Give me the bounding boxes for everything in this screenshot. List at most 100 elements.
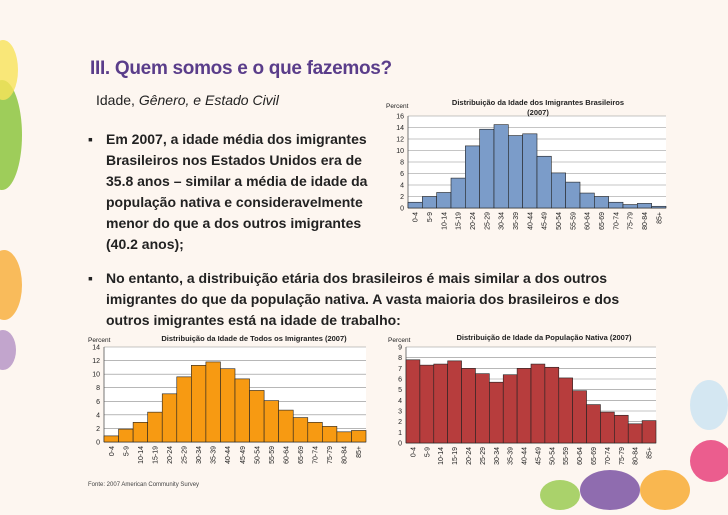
y-tick-label: 3 <box>398 409 402 416</box>
bar <box>249 390 265 443</box>
y-tick-label: 7 <box>398 366 402 373</box>
decoration-purple-corner <box>580 470 640 510</box>
subtitle-plain: Idade, <box>96 92 139 108</box>
x-tick-label: 15-19 <box>452 447 459 465</box>
chart-title-line2: (2007) <box>527 108 549 117</box>
chart-title: Distribuição da Idade de Todos os Imigra… <box>161 334 347 343</box>
bar <box>336 431 352 443</box>
y-tick-label: 2 <box>398 419 402 426</box>
bar <box>191 365 207 443</box>
x-tick-label: 80-84 <box>633 447 640 465</box>
x-tick-label: 5-9 <box>123 446 130 456</box>
x-tick-label: 75-79 <box>327 446 334 464</box>
x-tick-label: 40-44 <box>527 212 534 230</box>
y-tick-label: 14 <box>396 125 404 132</box>
bullet-text: Em 2007, a idade média dos imigrantes Br… <box>106 131 368 252</box>
x-tick-label: 50-54 <box>549 447 556 465</box>
bar <box>351 430 367 443</box>
y-tick-label: 5 <box>398 387 402 394</box>
x-tick-label: 85+ <box>656 212 663 224</box>
bar <box>118 428 134 443</box>
x-tick-label: 55-59 <box>269 446 276 464</box>
chart-native-population: 0 1 2 3 4 5 6 7 8 9 0-4 5-9 10-14 15-19 20-24 25-29 30-3… <box>388 333 657 465</box>
x-tick-label: 60-64 <box>283 446 290 464</box>
chart-title: Distribuição da Idade dos Imigrantes Bra… <box>452 98 624 107</box>
decoration-lightblue-blob <box>690 380 728 430</box>
bar <box>579 192 595 209</box>
x-tick-label: 70-74 <box>613 212 620 230</box>
x-tick-label: 20-24 <box>466 447 473 465</box>
bar <box>450 177 466 209</box>
bar <box>220 368 236 443</box>
y-tick-label: 12 <box>92 358 100 365</box>
y-tick-label: 2 <box>400 194 404 201</box>
bar <box>489 381 504 444</box>
bar <box>614 414 629 444</box>
bar <box>405 359 421 444</box>
x-tick-label: 15-19 <box>456 212 463 230</box>
x-tick-label: 65-69 <box>599 212 606 230</box>
y-tick-label: 0 <box>398 441 402 448</box>
bullet-marker: ▪ <box>88 131 93 147</box>
x-tick-label: 20-24 <box>470 212 477 230</box>
bar <box>536 155 552 209</box>
y-tick-label: 9 <box>398 345 402 352</box>
bar <box>641 420 657 444</box>
bar <box>161 393 178 443</box>
x-tick-label: 25-29 <box>484 212 491 230</box>
y-tick-label: 8 <box>96 385 100 392</box>
y-tick-label: 10 <box>396 148 404 155</box>
x-tick-label: 40-44 <box>225 446 232 464</box>
y-tick-label: 8 <box>398 355 402 362</box>
bar <box>407 201 423 209</box>
bar <box>461 368 476 444</box>
slide-title: III. Quem somos e o que fazemos? <box>90 58 392 79</box>
bar <box>586 404 601 444</box>
bar <box>530 363 546 444</box>
x-tick-label: 15-19 <box>152 446 159 464</box>
y-tick-label: 2 <box>96 426 100 433</box>
y-tick-label: 0 <box>96 440 100 447</box>
x-tick-label: 35-39 <box>508 447 515 465</box>
x-tick-label: 50-54 <box>254 446 261 464</box>
x-tick-label: 25-29 <box>182 446 189 464</box>
y-axis-label: Percent <box>88 337 111 344</box>
bullet-median-age: ▪ Em 2007, a idade média dos imigrantes … <box>88 129 386 255</box>
chart-title: Distribuição de Idade da População Nativ… <box>456 333 632 342</box>
y-tick-label: 12 <box>396 137 404 144</box>
x-tick-label: 75-79 <box>619 447 626 465</box>
x-tick-label: 80-84 <box>642 212 649 230</box>
source-note: Fonte: 2007 American Community Survey <box>88 482 200 488</box>
x-tick-label: 50-54 <box>556 212 563 230</box>
bar <box>263 400 279 443</box>
bar <box>572 390 587 444</box>
bar <box>436 192 452 209</box>
chart-brazilian-immigrants: 0 2 4 6 8 10 12 14 16 0-4 5-9 10-14 15-19 20-24 25-29 3… <box>386 98 667 230</box>
x-tick-label: 35-39 <box>211 446 218 464</box>
bar <box>651 205 667 209</box>
x-tick-label: 60-64 <box>585 212 592 230</box>
x-tick-label: 60-64 <box>577 447 584 465</box>
bar <box>544 366 560 444</box>
bar <box>493 124 509 209</box>
y-tick-label: 14 <box>92 345 100 352</box>
bar <box>176 376 192 443</box>
bar <box>502 374 518 444</box>
bar <box>419 364 435 444</box>
decoration-purple-blob <box>0 330 16 370</box>
x-tick-label: 85+ <box>647 447 654 459</box>
y-tick-label: 6 <box>96 399 100 406</box>
x-tick-label: 30-34 <box>196 446 203 464</box>
x-tick-label: 30-34 <box>499 212 506 230</box>
bar <box>433 363 448 444</box>
y-axis-label: Percent <box>388 337 411 344</box>
x-tick-label: 70-74 <box>605 447 612 465</box>
bar <box>307 422 323 443</box>
x-tick-label: 45-49 <box>542 212 549 230</box>
x-tick-label: 0-4 <box>109 446 116 456</box>
x-tick-label: 5-9 <box>427 212 434 222</box>
bar <box>278 409 294 443</box>
y-tick-label: 6 <box>398 377 402 384</box>
bar <box>103 435 119 443</box>
